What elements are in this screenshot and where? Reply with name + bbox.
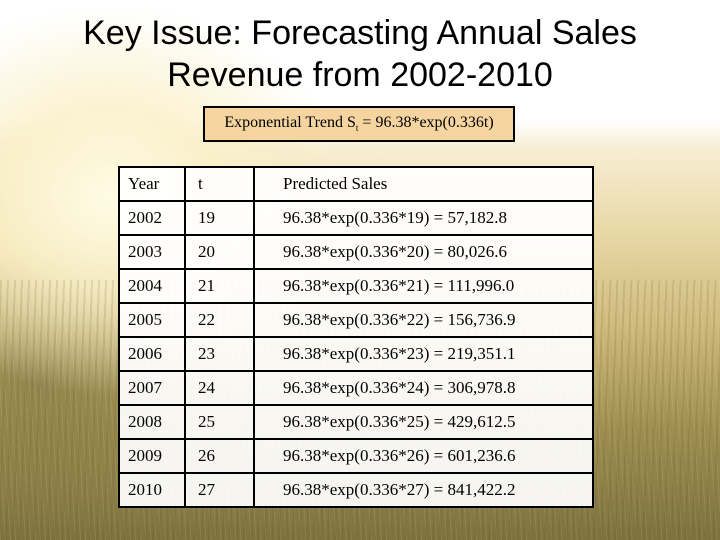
header-year: Year bbox=[118, 166, 186, 202]
cell-year: 2005 bbox=[118, 302, 186, 338]
formula-suffix: = 96.38*exp(0.336t) bbox=[358, 114, 494, 131]
cell-predicted-sales: 96.38*exp(0.336*27) = 841,422.2 bbox=[253, 472, 594, 508]
cell-t: 20 bbox=[184, 234, 255, 270]
sales-forecast-table: Year t Predicted Sales 2002 19 96.38*exp… bbox=[118, 166, 594, 508]
cell-predicted-sales: 96.38*exp(0.336*19) = 57,182.8 bbox=[253, 200, 594, 236]
table-row: 2010 27 96.38*exp(0.336*27) = 841,422.2 bbox=[118, 472, 594, 508]
cell-t: 25 bbox=[184, 404, 255, 440]
table-row: 2005 22 96.38*exp(0.336*22) = 156,736.9 bbox=[118, 302, 594, 338]
formula-box: Exponential Trend St = 96.38*exp(0.336t) bbox=[203, 106, 515, 142]
title-line-2: Revenue from 2002-2010 bbox=[167, 56, 553, 94]
slide-title: Key Issue: Forecasting Annual Sales Reve… bbox=[0, 12, 720, 96]
cell-year: 2009 bbox=[118, 438, 186, 474]
cell-t: 26 bbox=[184, 438, 255, 474]
cell-year: 2003 bbox=[118, 234, 186, 270]
cell-year: 2008 bbox=[118, 404, 186, 440]
cell-t: 22 bbox=[184, 302, 255, 338]
formula-prefix: Exponential Trend S bbox=[224, 114, 356, 131]
cell-t: 24 bbox=[184, 370, 255, 406]
cell-year: 2002 bbox=[118, 200, 186, 236]
table-row: 2004 21 96.38*exp(0.336*21) = 111,996.0 bbox=[118, 268, 594, 304]
cell-t: 23 bbox=[184, 336, 255, 372]
cell-year: 2010 bbox=[118, 472, 186, 508]
cell-predicted-sales: 96.38*exp(0.336*23) = 219,351.1 bbox=[253, 336, 594, 372]
table-header-row: Year t Predicted Sales bbox=[118, 166, 594, 202]
header-t: t bbox=[184, 166, 255, 202]
cell-predicted-sales: 96.38*exp(0.336*25) = 429,612.5 bbox=[253, 404, 594, 440]
cell-predicted-sales: 96.38*exp(0.336*22) = 156,736.9 bbox=[253, 302, 594, 338]
header-predicted-sales: Predicted Sales bbox=[253, 166, 594, 202]
cell-t: 19 bbox=[184, 200, 255, 236]
cell-predicted-sales: 96.38*exp(0.336*20) = 80,026.6 bbox=[253, 234, 594, 270]
cell-year: 2007 bbox=[118, 370, 186, 406]
cell-t: 21 bbox=[184, 268, 255, 304]
table-row: 2006 23 96.38*exp(0.336*23) = 219,351.1 bbox=[118, 336, 594, 372]
table-row: 2008 25 96.38*exp(0.336*25) = 429,612.5 bbox=[118, 404, 594, 440]
formula-subscript: t bbox=[355, 123, 359, 134]
cell-year: 2004 bbox=[118, 268, 186, 304]
cell-year: 2006 bbox=[118, 336, 186, 372]
table-row: 2009 26 96.38*exp(0.336*26) = 601,236.6 bbox=[118, 438, 594, 474]
cell-predicted-sales: 96.38*exp(0.336*21) = 111,996.0 bbox=[253, 268, 594, 304]
table-row: 2007 24 96.38*exp(0.336*24) = 306,978.8 bbox=[118, 370, 594, 406]
title-line-1: Key Issue: Forecasting Annual Sales bbox=[83, 14, 637, 52]
table-row: 2003 20 96.38*exp(0.336*20) = 80,026.6 bbox=[118, 234, 594, 270]
cell-t: 27 bbox=[184, 472, 255, 508]
cell-predicted-sales: 96.38*exp(0.336*24) = 306,978.8 bbox=[253, 370, 594, 406]
cell-predicted-sales: 96.38*exp(0.336*26) = 601,236.6 bbox=[253, 438, 594, 474]
table-row: 2002 19 96.38*exp(0.336*19) = 57,182.8 bbox=[118, 200, 594, 236]
